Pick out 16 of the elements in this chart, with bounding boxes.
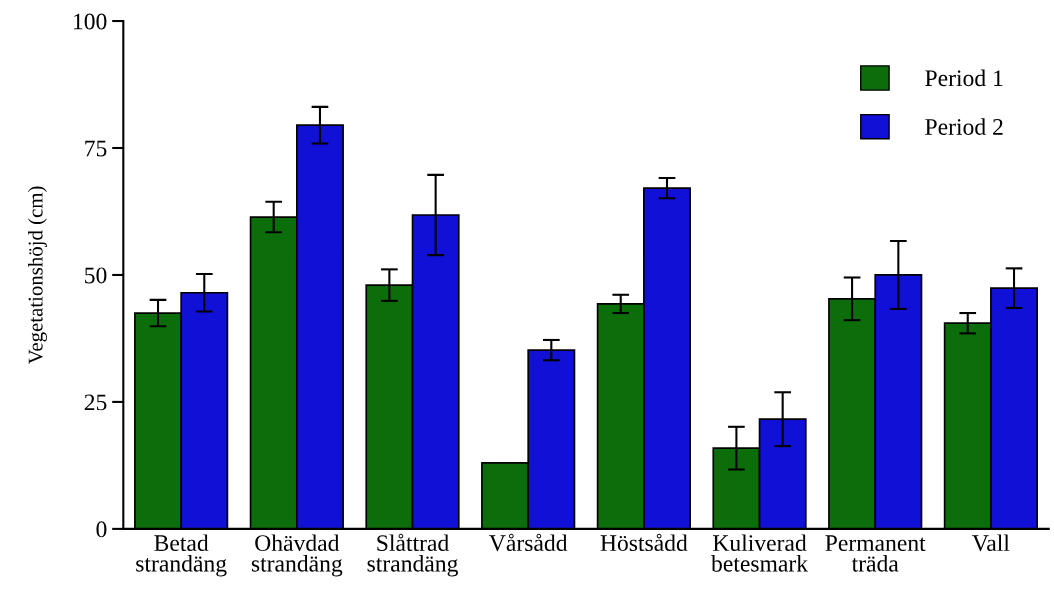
y-tick-label: 100: [74, 13, 107, 30]
x-tick-label: Vårsådd: [489, 533, 568, 552]
x-tick-label: Betad strandäng: [136, 534, 227, 577]
x-tick-label: Höstsådd: [600, 533, 688, 552]
legend-label: Period 1: [925, 69, 1003, 87]
x-tick-label: Kuliverad betesmark: [711, 534, 809, 572]
x-tick-label: Slåttrad strandäng: [367, 533, 458, 577]
x-tick-label: Ohävdad strandäng: [251, 534, 343, 577]
x-tick-label: Vall: [972, 534, 1010, 552]
legend-label: Period 2: [925, 118, 1003, 135]
y-axis-title: Vegetationshöjd (cm): [27, 186, 47, 365]
y-tick-label: 75: [85, 140, 107, 157]
y-tick-label: 25: [84, 394, 107, 411]
y-tick-label: 0: [96, 521, 107, 538]
x-tick-label: Permanent träda: [825, 535, 926, 572]
y-tick-label: 50: [85, 267, 107, 284]
